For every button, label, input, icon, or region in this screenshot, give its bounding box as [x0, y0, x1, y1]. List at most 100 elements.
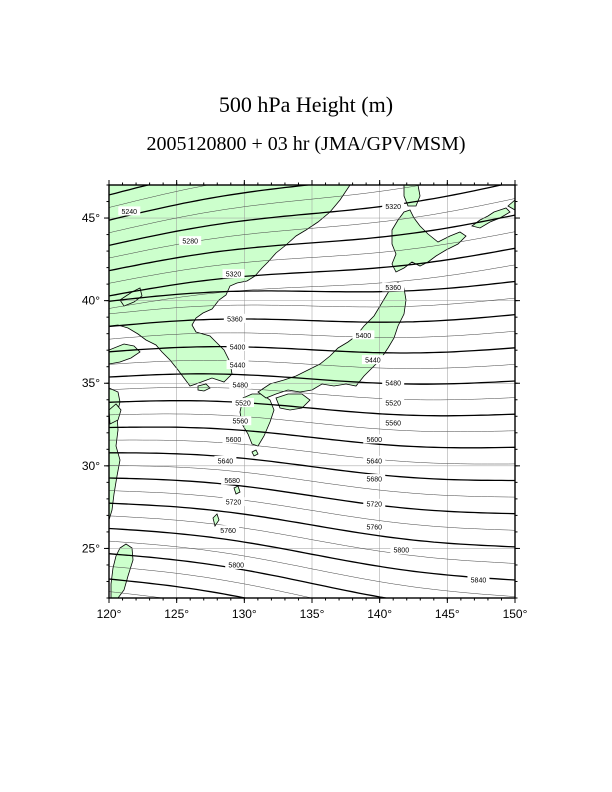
- contour-label: 5640: [366, 458, 382, 465]
- contour-line-minor: [109, 413, 515, 432]
- contour-label: 5680: [366, 477, 382, 484]
- contour-label-bg: [226, 360, 249, 370]
- contour-label-bg: [222, 434, 245, 444]
- contour-line-minor: [109, 515, 515, 564]
- contour-line-major: [109, 477, 515, 515]
- contour-label: 5760: [366, 524, 382, 531]
- contour-line-minor: [109, 490, 515, 531]
- contour-line-minor: [109, 297, 515, 315]
- contour-line-minor: [109, 360, 515, 369]
- contour-label-bg: [363, 474, 386, 484]
- contour-label: 5560: [232, 419, 248, 426]
- hokkaido: [391, 209, 467, 273]
- contour-label-bg: [467, 574, 490, 584]
- east-china-coast-islands: [109, 403, 122, 425]
- contour-labels: 5240 5280 5320 5320 5360 5360 5400 5400 5440 5440…: [118, 201, 490, 584]
- contour-label: 5520: [385, 401, 401, 408]
- contour-label: 5320: [226, 272, 242, 279]
- shandong-peninsula: [109, 343, 141, 365]
- chart-title: 500 hPa Height (m): [218, 92, 394, 117]
- contour-label-bg: [226, 341, 249, 351]
- honshu: [257, 281, 407, 399]
- asian-mainland: [109, 185, 351, 387]
- contour-label-bg: [382, 398, 405, 408]
- contour-label: 5640: [218, 458, 234, 465]
- lon-tick-label: 150°: [503, 607, 528, 621]
- lon-tick-label: 120°: [97, 607, 122, 621]
- contour-line-major: [109, 214, 515, 272]
- contour-label-bg: [382, 417, 405, 427]
- contour-label: 5560: [385, 420, 401, 427]
- contour-label: 5480: [232, 382, 248, 389]
- contour-label: 5400: [356, 333, 372, 340]
- contour-label-bg: [222, 497, 245, 507]
- amami-island: [233, 485, 241, 495]
- contour-line-minor: [109, 185, 423, 234]
- contour-line-minor: [109, 566, 313, 598]
- contour-label: 5720: [226, 500, 242, 507]
- contour-line-major: [109, 373, 515, 385]
- contour-line-major: [109, 280, 515, 302]
- contour-label: 5600: [226, 437, 242, 444]
- contour-label: 5440: [365, 358, 381, 365]
- contour-label: 5800: [228, 562, 244, 569]
- contour-label-bg: [363, 455, 386, 465]
- contour-line-major: [109, 502, 515, 548]
- contour-line-minor: [109, 185, 210, 208]
- lon-tick-label: 130°: [232, 607, 257, 621]
- contour-label: 5600: [366, 437, 382, 444]
- sakhalin: [403, 185, 421, 207]
- contour-label-bg: [222, 269, 245, 279]
- okinawa-island: [212, 513, 220, 527]
- contour-label-bg: [382, 282, 405, 292]
- contour-label-bg: [363, 434, 386, 444]
- contour-label: 5480: [385, 381, 401, 388]
- contour-line-minor: [109, 198, 515, 259]
- contour-label: 5360: [385, 285, 401, 292]
- contour-line-minor: [109, 264, 515, 309]
- contour-label: 5400: [230, 344, 246, 351]
- lon-tick-label: 140°: [367, 607, 392, 621]
- contour-line-major: [109, 553, 390, 598]
- contour-line-major: [109, 452, 515, 482]
- contour-label: 5800: [394, 548, 410, 555]
- axis-ticks: [104, 180, 520, 603]
- contour-label: 5720: [366, 501, 382, 508]
- contour-label: 5680: [224, 478, 240, 485]
- contour-label-bg: [231, 398, 254, 408]
- lat-tick-label: 45°: [82, 211, 100, 225]
- contour-label: 5440: [230, 363, 246, 370]
- contour-label: 5760: [220, 528, 236, 535]
- contour-line-major: [109, 313, 515, 328]
- contour-label-bg: [382, 378, 405, 388]
- contour-label: 5520: [235, 401, 251, 408]
- contour-label-bg: [361, 355, 384, 365]
- contour-line-major: [109, 185, 314, 221]
- lat-tick-label: 30°: [82, 459, 100, 473]
- contour-line-minor: [109, 387, 515, 401]
- contour-line-minor: [109, 465, 515, 498]
- axis-tick-labels: 120° 125° 130° 135° 140° 145° 150° 25° 30° 35° 40°…: [82, 211, 528, 621]
- lat-tick-label: 25°: [82, 541, 100, 555]
- tanegashima: [251, 449, 259, 457]
- lat-tick-label: 40°: [82, 294, 100, 308]
- contour-line-major: [109, 578, 249, 598]
- lon-tick-label: 125°: [164, 607, 189, 621]
- contour-line-major: [109, 247, 515, 297]
- contour-label-bg: [221, 475, 244, 485]
- contour-label: 5280: [182, 239, 198, 246]
- contour-label-bg: [225, 559, 248, 569]
- contour-label: 5320: [385, 204, 401, 211]
- contour-line-minor: [109, 439, 515, 465]
- contour-line-major: [109, 400, 515, 417]
- lon-tick-label: 145°: [435, 607, 460, 621]
- contour-line-major: [109, 426, 515, 449]
- kuril-islands-north: [507, 199, 515, 211]
- chart-subtitle: 2005120800 + 03 hr (JMA/GPV/MSM): [146, 133, 466, 155]
- contour-label-bg: [229, 416, 252, 426]
- contour-label-bg: [382, 201, 405, 211]
- contour-line-minor: [109, 330, 515, 340]
- contour-label: 5240: [122, 209, 138, 216]
- contour-label-bg: [363, 498, 386, 508]
